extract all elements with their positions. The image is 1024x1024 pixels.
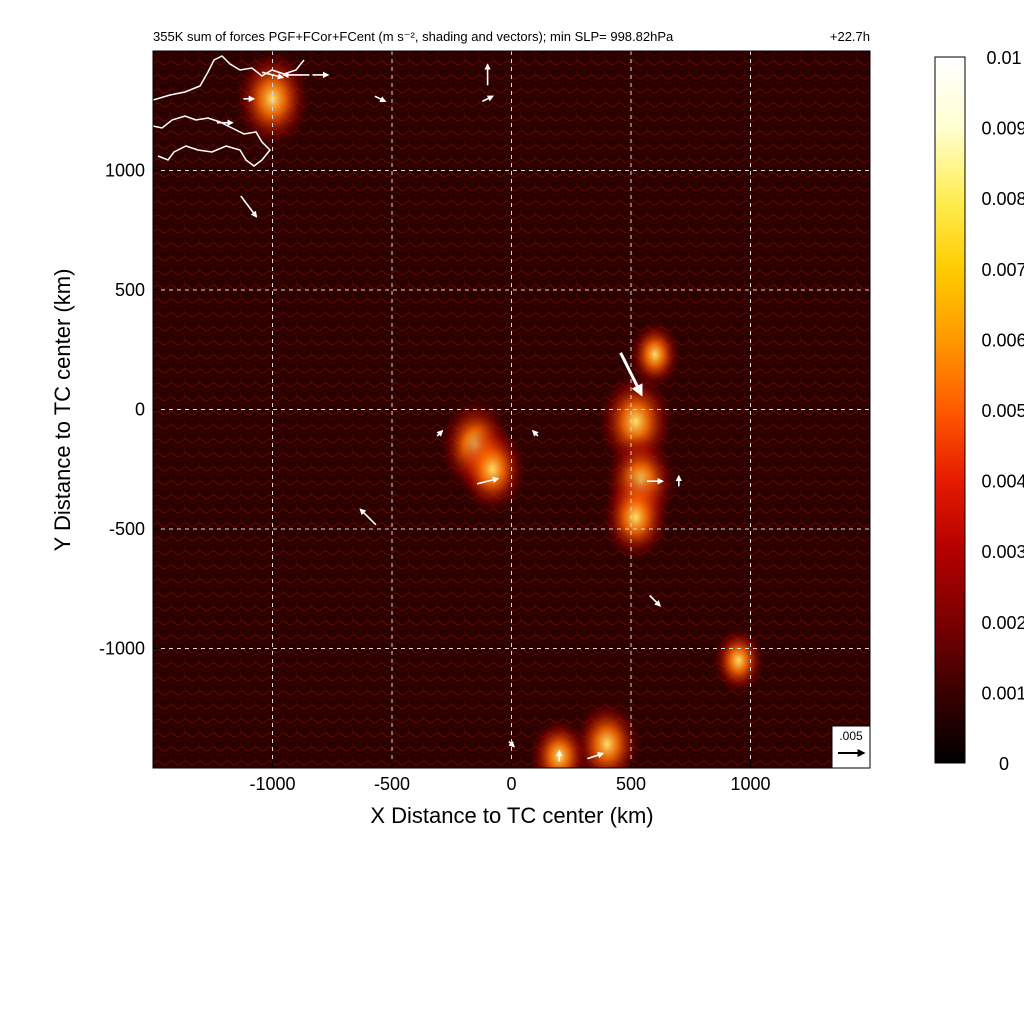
x-tick-label: 1000	[730, 774, 770, 794]
colorbar-tick-label: 0	[999, 754, 1009, 774]
x-tick-label: 0	[506, 774, 516, 794]
force-vector	[531, 429, 539, 437]
force-vector	[261, 71, 285, 80]
force-vector	[374, 95, 387, 103]
coastline	[153, 55, 305, 167]
reference-vector-box: .005	[831, 725, 871, 769]
plot-area: .005	[152, 50, 871, 769]
force-vector	[587, 752, 605, 760]
hotspot	[601, 472, 670, 562]
vector-layer	[216, 63, 682, 762]
colorbar-tick-label: 0.008	[981, 189, 1024, 209]
y-axis-label: Y Distance to TC center (km)	[50, 269, 75, 552]
force-vector	[477, 476, 500, 485]
colorbar-tick-label: 0.004	[981, 472, 1024, 492]
force-vector	[649, 594, 662, 607]
colorbar-tick-label: 0.007	[981, 260, 1024, 280]
hotspot	[628, 320, 681, 389]
chart-title: 355K sum of forces PGF+FCor+FCent (m s⁻²…	[153, 29, 674, 44]
force-vector	[436, 429, 444, 437]
force-vector	[508, 740, 516, 748]
hotspot	[573, 699, 642, 768]
force-vector	[619, 352, 643, 397]
hotspot	[529, 717, 590, 768]
y-tick-label: -1000	[99, 639, 145, 659]
y-tick-label: 500	[115, 280, 145, 300]
y-tick-label: 1000	[105, 161, 145, 181]
force-vector	[359, 508, 377, 526]
hotspot	[458, 425, 527, 514]
colorbar-tick-label: 0.001	[981, 683, 1024, 703]
colorbar-tick-label: 0.006	[981, 330, 1024, 350]
colorbar-gradient	[934, 56, 966, 764]
colorbar-tick-label: 0.01	[986, 48, 1021, 68]
colorbar: 0 0.001 0.002 0.003 0.004 0.005 0.006 0.007 0.00…	[934, 48, 1024, 774]
colorbar-tick-label: 0.009	[981, 119, 1024, 139]
hotspot	[712, 626, 765, 695]
force-vector	[482, 95, 494, 103]
force-vector	[240, 195, 258, 218]
y-tick-label: -500	[109, 519, 145, 539]
time-label: +22.7h	[830, 29, 870, 44]
x-tick-label: -500	[374, 774, 410, 794]
colorbar-tick-label: 0.002	[981, 613, 1024, 633]
x-tick-label: -1000	[249, 774, 295, 794]
x-axis-label: X Distance to TC center (km)	[370, 803, 653, 828]
reference-vector-label: .005	[839, 729, 863, 743]
colorbar-tick-label: 0.005	[981, 401, 1024, 421]
y-axis: -1000 -500 0 500 1000	[99, 161, 159, 659]
x-tick-label: 500	[616, 774, 646, 794]
colorbar-tick-label: 0.003	[981, 542, 1024, 562]
colorbar-ticks: 0 0.001 0.002 0.003 0.004 0.005 0.006 0.007 0.00…	[981, 48, 1024, 774]
x-axis: -1000 -500 0 500 1000	[249, 762, 771, 794]
y-tick-label: 0	[135, 400, 145, 420]
